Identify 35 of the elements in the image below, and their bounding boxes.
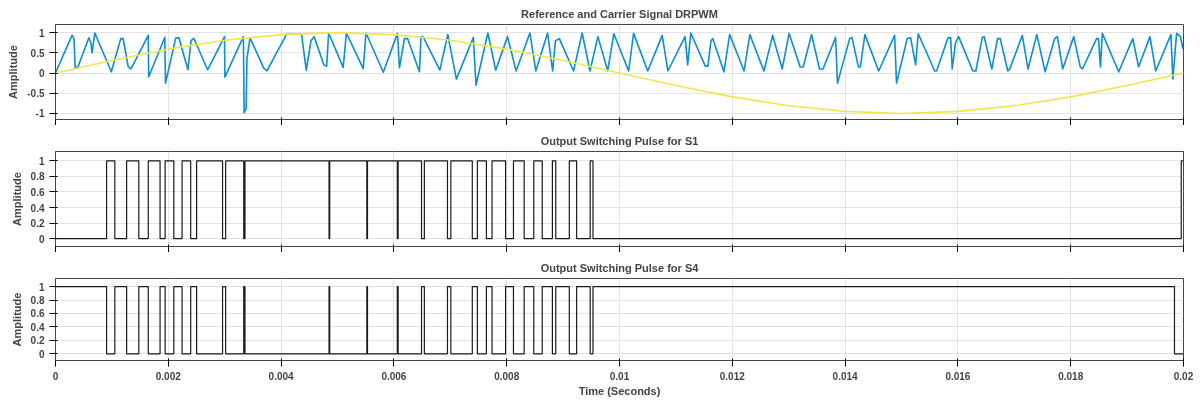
x-tick-label: 0.02 xyxy=(1173,370,1194,382)
y-tick-label: 0.2 xyxy=(30,335,45,347)
x-tick-label: 0.004 xyxy=(268,370,295,382)
x-tick-label: 0.014 xyxy=(832,370,859,382)
x-tick-label: 0.008 xyxy=(494,370,520,382)
y-tick-label: 0 xyxy=(38,348,45,360)
x-tick-label: 0.018 xyxy=(1058,370,1084,382)
y-tick-label: 0.8 xyxy=(30,171,45,183)
y-tick-label: 1 xyxy=(38,27,45,39)
y-axis-title: Amplitude xyxy=(10,172,23,226)
x-tick-label: 0 xyxy=(52,370,59,382)
x-axis-title: Time (Seconds) xyxy=(578,384,661,397)
y-tick-label: -0.5 xyxy=(27,88,45,100)
y-tick-label: 1 xyxy=(38,281,45,293)
y-tick-label: 0.2 xyxy=(30,218,45,230)
x-tick-label: 0.002 xyxy=(155,370,182,382)
x-tick-label: 0.016 xyxy=(945,370,971,382)
y-tick-label: 0.6 xyxy=(30,308,45,320)
chart-title: Reference and Carrier Signal DRPWM xyxy=(521,7,718,20)
y-tick-label: 0.6 xyxy=(30,186,45,198)
y-axis-title: Amplitude xyxy=(10,292,23,347)
y-tick-label: 0.8 xyxy=(30,295,45,307)
y-tick-label: -1 xyxy=(35,108,45,120)
chart-title: Output Switching Pulse for S4 xyxy=(540,261,700,274)
y-axis-title: Amplitude xyxy=(7,45,20,99)
x-tick-label: 0.006 xyxy=(381,370,407,382)
y-tick-label: 0.4 xyxy=(30,321,45,333)
y-tick-label: 1 xyxy=(38,155,45,167)
y-tick-label: 0.4 xyxy=(30,202,45,214)
chart-title: Output Switching Pulse for S1 xyxy=(540,134,699,147)
y-tick-label: 0 xyxy=(38,68,45,80)
x-tick-label: 0.01 xyxy=(609,370,630,382)
x-tick-label: 0.012 xyxy=(719,370,746,382)
y-tick-label: 0 xyxy=(38,233,45,245)
y-tick-label: 0.5 xyxy=(30,47,45,59)
